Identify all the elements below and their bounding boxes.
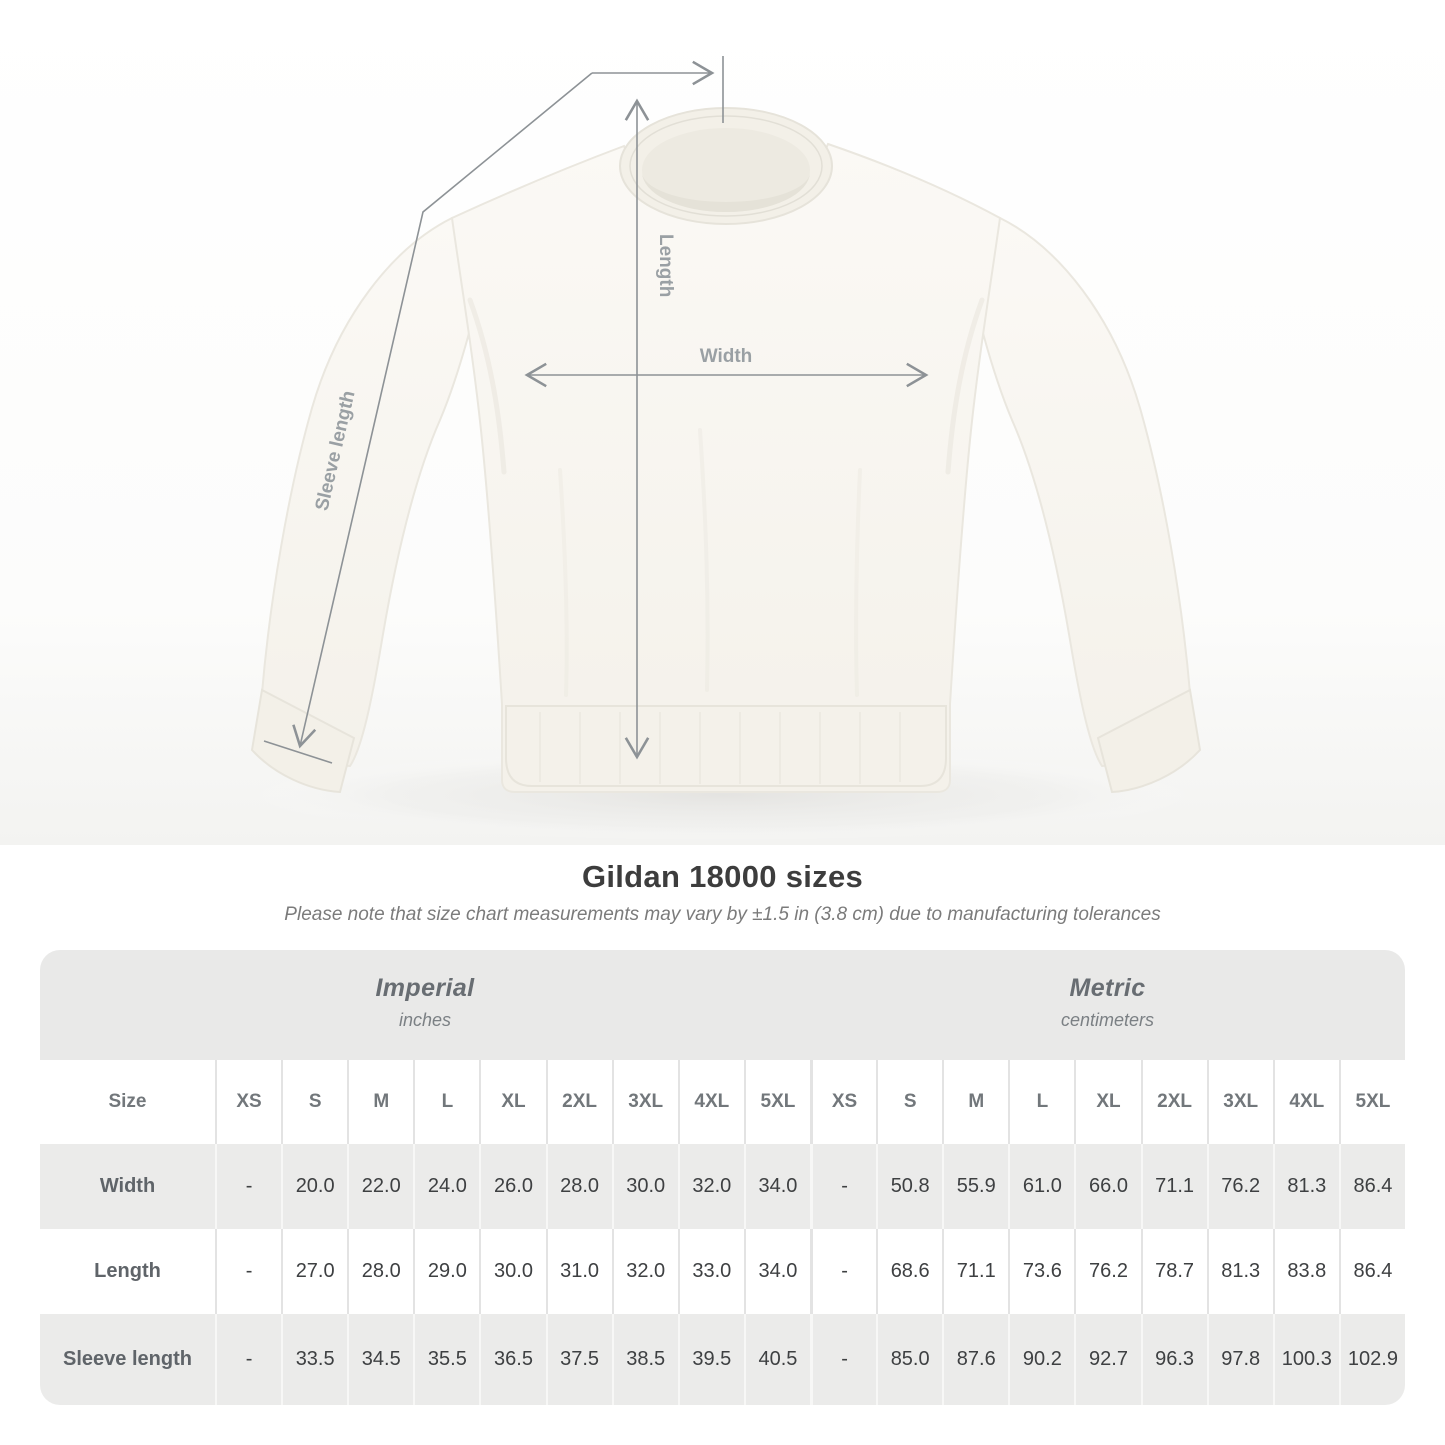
imperial-value-cell: 28.0 xyxy=(347,1229,413,1314)
size-table: Imperial inches Metric centimeters Size X… xyxy=(40,950,1405,1405)
imperial-value-cell: 27.0 xyxy=(281,1229,347,1314)
metric-value-cell: 90.2 xyxy=(1008,1314,1075,1405)
metric-value-cell: 83.8 xyxy=(1272,1229,1339,1314)
metric-value-cell: 71.1 xyxy=(1140,1144,1207,1229)
metric-value-cell: 76.2 xyxy=(1206,1144,1273,1229)
metric-value-cell: 85.0 xyxy=(876,1314,943,1405)
imperial-value-cell: 38.5 xyxy=(611,1314,678,1405)
imperial-value-cell: 40.5 xyxy=(743,1314,810,1405)
tolerance-note: Please note that size chart measurements… xyxy=(284,904,1161,925)
metric-size-column-header: 5XL xyxy=(1338,1060,1405,1144)
metric-value-cell: 78.7 xyxy=(1140,1229,1207,1314)
metric-value-cell: 81.3 xyxy=(1272,1144,1339,1229)
imperial-value-cell: 33.5 xyxy=(281,1314,348,1405)
metric-size-column-header: 3XL xyxy=(1206,1060,1273,1144)
metric-value-cell: 81.3 xyxy=(1206,1229,1273,1314)
metric-value-cell: 66.0 xyxy=(1074,1144,1141,1229)
size-table-grid: Size XS S M L XL 2XL 3XL 4XL 5XL XS S M L XL 2XL 3XL 4XL 5… xyxy=(40,1060,1405,1405)
imperial-value-cell: 33.0 xyxy=(677,1229,744,1314)
imperial-value-cell: 31.0 xyxy=(545,1229,612,1314)
metric-size-column-header: 4XL xyxy=(1272,1060,1339,1144)
sleeve-length-line xyxy=(292,72,593,749)
size-header: Size xyxy=(108,1091,147,1112)
metric-value-cell: 76.2 xyxy=(1074,1229,1140,1314)
metric-size-column-header: XL xyxy=(1074,1060,1140,1144)
imperial-value-cell: 36.5 xyxy=(479,1314,546,1405)
metric-value-cell: 92.7 xyxy=(1074,1314,1141,1405)
imperial-size-column-header: 5XL xyxy=(743,1060,810,1144)
imperial-group-title: Imperial xyxy=(375,974,475,1002)
metric-size-column-header: S xyxy=(876,1060,942,1144)
unit-group-header-row: Imperial inches Metric centimeters xyxy=(40,950,1405,1060)
imperial-value-cell: 32.0 xyxy=(677,1144,744,1229)
row-label: Sleeve length xyxy=(40,1314,215,1405)
metric-size-column-header: 2XL xyxy=(1140,1060,1207,1144)
width-label: Width xyxy=(700,346,753,367)
metric-value-cell: - xyxy=(810,1144,877,1229)
sweatshirt-illustration xyxy=(250,107,1202,794)
imperial-size-column-header: S xyxy=(281,1060,347,1144)
imperial-value-cell: 26.0 xyxy=(479,1144,546,1229)
metric-value-cell: - xyxy=(810,1314,877,1405)
metric-group-title: Metric xyxy=(1069,974,1146,1002)
imperial-value-cell: 34.5 xyxy=(347,1314,414,1405)
imperial-group-unit: inches xyxy=(398,1010,452,1031)
imperial-value-cell: 30.0 xyxy=(611,1144,678,1229)
metric-value-cell: 55.9 xyxy=(942,1144,1009,1229)
imperial-size-column-header: L xyxy=(413,1060,479,1144)
metric-value-cell: 61.0 xyxy=(1008,1144,1075,1229)
metric-value-cell: 68.6 xyxy=(876,1229,942,1314)
imperial-value-cell: 34.0 xyxy=(743,1229,810,1314)
metric-value-cell: 50.8 xyxy=(876,1144,943,1229)
metric-group-unit: centimeters xyxy=(1060,1010,1155,1031)
imperial-size-column-header: M xyxy=(347,1060,413,1144)
sleeve-cuff-tick xyxy=(263,740,333,764)
imperial-size-column-header: 4XL xyxy=(677,1060,744,1144)
metric-size-column-header: L xyxy=(1008,1060,1074,1144)
metric-value-cell: 100.3 xyxy=(1272,1314,1339,1405)
metric-value-cell: 97.8 xyxy=(1206,1314,1273,1405)
metric-value-cell: 96.3 xyxy=(1140,1314,1207,1405)
page-title: Gildan 18000 sizes xyxy=(581,859,864,894)
imperial-value-cell: 39.5 xyxy=(677,1314,744,1405)
imperial-value-cell: 20.0 xyxy=(281,1144,348,1229)
metric-value-cell: 73.6 xyxy=(1008,1229,1074,1314)
imperial-value-cell: 37.5 xyxy=(545,1314,612,1405)
row-label: Width xyxy=(40,1144,215,1229)
metric-group-header: Metric centimeters xyxy=(810,950,1405,1060)
imperial-size-column-header: 3XL xyxy=(611,1060,678,1144)
metric-value-cell: 87.6 xyxy=(942,1314,1009,1405)
metric-size-column-header: XS xyxy=(810,1060,876,1144)
metric-value-cell: - xyxy=(810,1229,876,1314)
imperial-value-cell: 29.0 xyxy=(413,1229,479,1314)
row-label: Length xyxy=(94,1260,161,1282)
metric-value-cell: 102.9 xyxy=(1338,1314,1405,1405)
metric-value-cell: 86.4 xyxy=(1338,1144,1405,1229)
measurement-lines xyxy=(263,56,929,764)
imperial-group-header: Imperial inches xyxy=(40,950,810,1060)
imperial-size-column-header: XS xyxy=(215,1060,281,1144)
imperial-value-cell: - xyxy=(215,1314,282,1405)
imperial-size-column-header: 2XL xyxy=(545,1060,612,1144)
metric-value-cell: 86.4 xyxy=(1338,1229,1405,1314)
sweatshirt-size-diagram: Length Width Sleeve length xyxy=(0,0,1445,845)
imperial-value-cell: 32.0 xyxy=(611,1229,678,1314)
metric-value-cell: 71.1 xyxy=(942,1229,1008,1314)
imperial-value-cell: 35.5 xyxy=(413,1314,480,1405)
imperial-value-cell: 22.0 xyxy=(347,1144,414,1229)
imperial-value-cell: - xyxy=(215,1229,281,1314)
imperial-size-column-header: XL xyxy=(479,1060,545,1144)
garment-shadow xyxy=(242,749,1202,841)
metric-size-column-header: M xyxy=(942,1060,1008,1144)
imperial-value-cell: - xyxy=(215,1144,282,1229)
imperial-value-cell: 34.0 xyxy=(743,1144,810,1229)
imperial-value-cell: 30.0 xyxy=(479,1229,545,1314)
imperial-value-cell: 24.0 xyxy=(413,1144,480,1229)
imperial-value-cell: 28.0 xyxy=(545,1144,612,1229)
length-label: Length xyxy=(655,234,676,297)
